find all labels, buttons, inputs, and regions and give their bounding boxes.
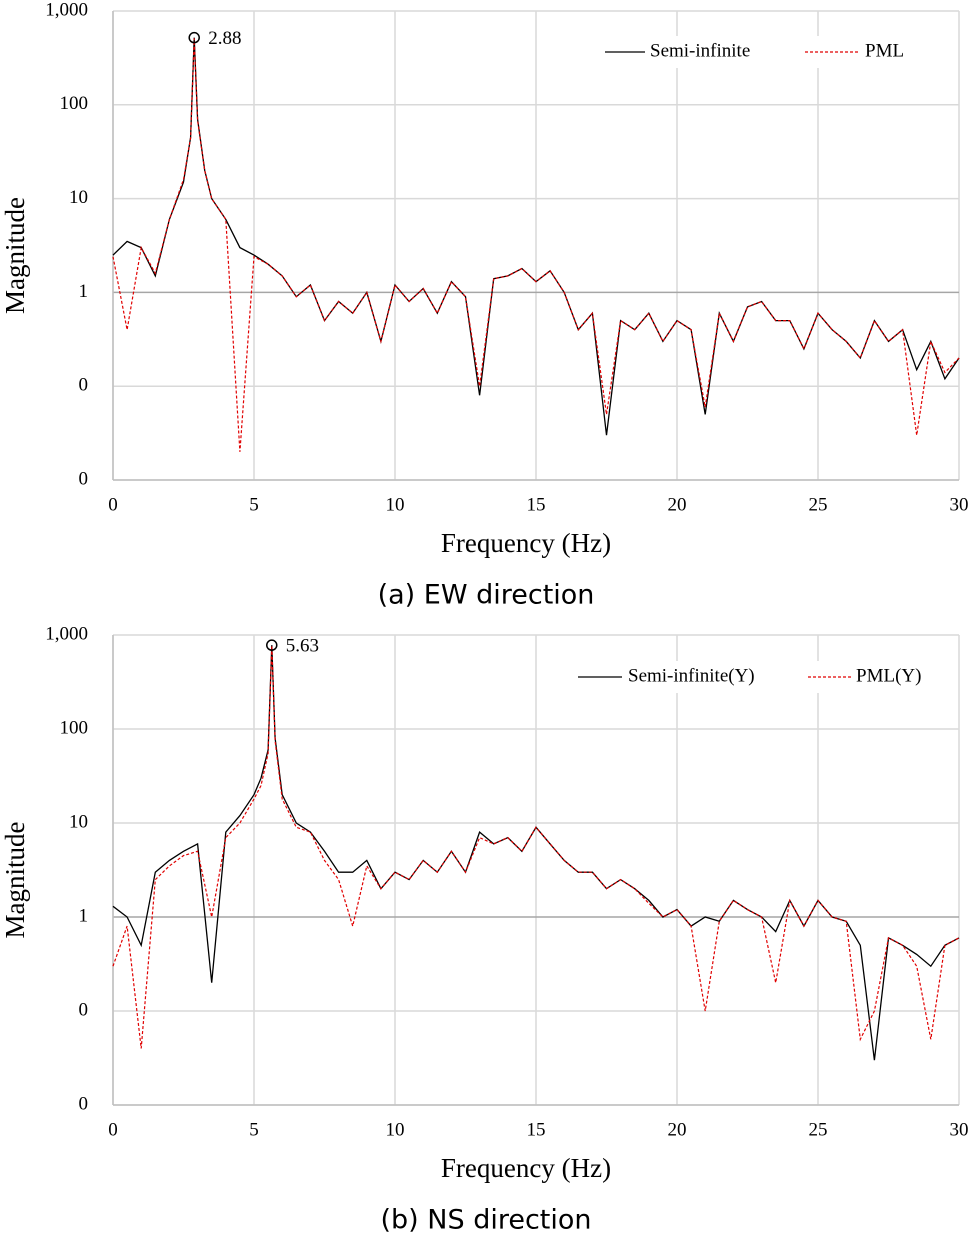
y-axis-title: Magnitude bbox=[0, 197, 30, 314]
y-tick-label: 1 bbox=[79, 905, 89, 926]
peak-marker bbox=[266, 639, 278, 651]
y-tick-label: 1 bbox=[79, 281, 89, 302]
legend-label: PML(Y) bbox=[856, 665, 921, 686]
legend-label: Semi-infinite(Y) bbox=[628, 665, 755, 686]
peak-marker bbox=[188, 31, 200, 44]
x-tick-label: 5 bbox=[249, 1119, 259, 1140]
legend-bg bbox=[572, 661, 951, 693]
legend-label: PML bbox=[865, 40, 904, 61]
x-tick-label: 20 bbox=[668, 494, 687, 515]
y-tick-label: 1,000 bbox=[45, 623, 88, 644]
peak-label: 5.63 bbox=[286, 636, 319, 657]
caption: (b) NS direction bbox=[380, 1205, 591, 1236]
peak-label: 2.88 bbox=[208, 28, 241, 49]
x-tick-label: 20 bbox=[668, 1119, 687, 1140]
x-tick-label: 25 bbox=[809, 494, 828, 515]
x-tick-label: 25 bbox=[809, 1119, 828, 1140]
caption: (a) EW direction bbox=[378, 580, 595, 611]
y-tick-label: 0 bbox=[79, 375, 89, 396]
legend-label: Semi-infinite bbox=[650, 40, 750, 61]
legend-bg bbox=[599, 36, 951, 68]
x-tick-label: 0 bbox=[108, 494, 118, 515]
x-tick-label: 0 bbox=[108, 1119, 118, 1140]
x-tick-label: 15 bbox=[527, 494, 546, 515]
x-tick-label: 30 bbox=[950, 1119, 969, 1140]
y-tick-label: 100 bbox=[60, 717, 89, 738]
x-tick-label: 10 bbox=[386, 494, 405, 515]
y-tick-label: 0 bbox=[79, 999, 89, 1020]
y-tick-label: 10 bbox=[69, 187, 88, 208]
x-axis-title: Frequency (Hz) bbox=[441, 528, 611, 558]
y-tick-label: 10 bbox=[69, 811, 88, 832]
x-tick-label: 5 bbox=[249, 494, 259, 515]
x-axis-title: Frequency (Hz) bbox=[441, 1153, 611, 1183]
y-tick-label: 1,000 bbox=[45, 0, 88, 20]
series-line bbox=[112, 645, 960, 1049]
y-tick-label: 100 bbox=[60, 93, 89, 114]
x-tick-label: 15 bbox=[527, 1119, 546, 1140]
y-axis-title: Magnitude bbox=[0, 821, 30, 938]
series-line bbox=[112, 38, 960, 452]
y-tick-label: 0 bbox=[79, 468, 89, 489]
y-tick-label: 0 bbox=[79, 1093, 89, 1114]
x-tick-label: 30 bbox=[950, 494, 969, 515]
x-tick-label: 10 bbox=[386, 1119, 405, 1140]
